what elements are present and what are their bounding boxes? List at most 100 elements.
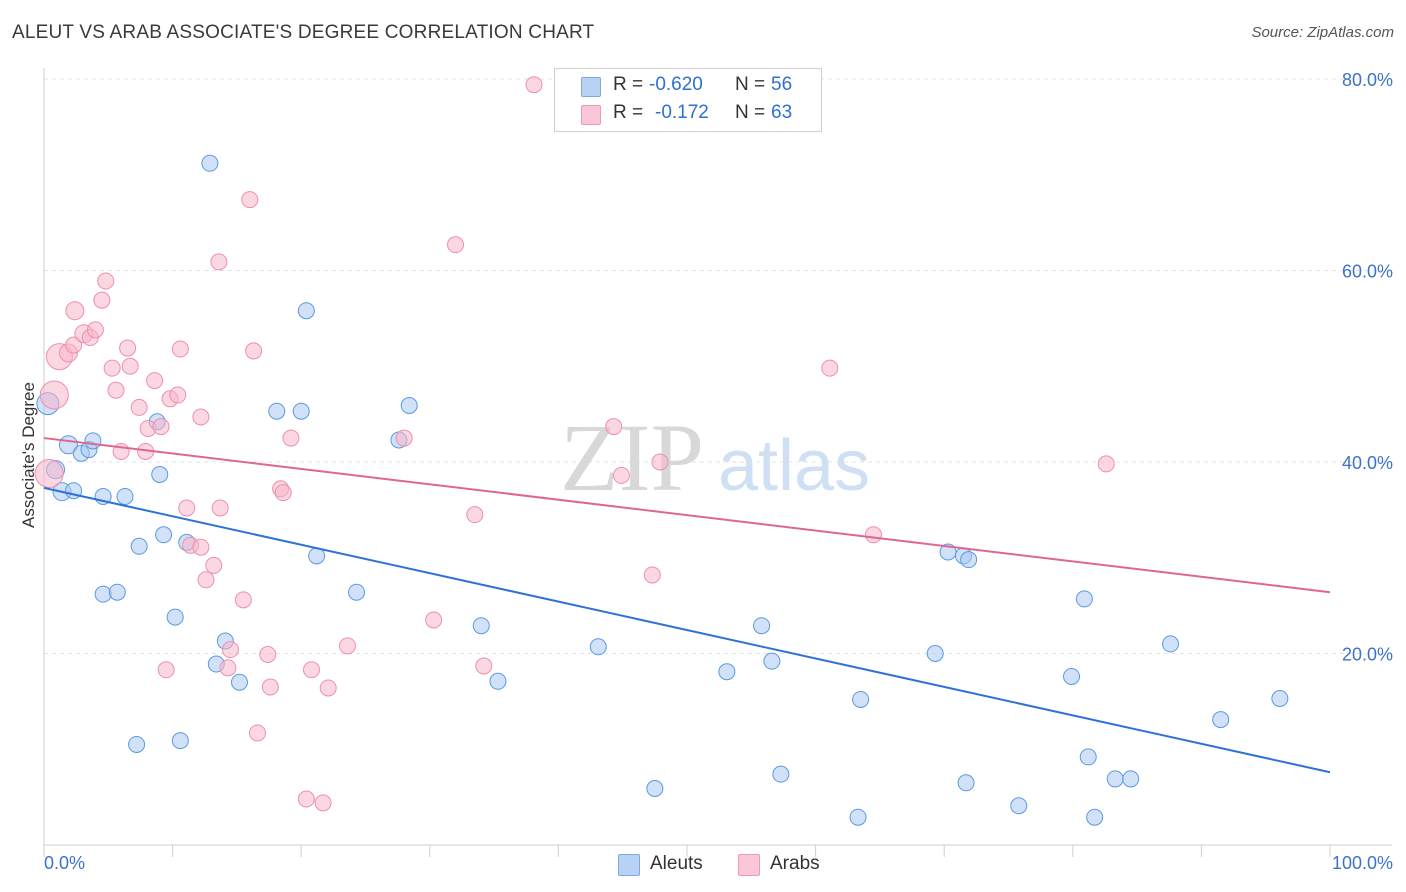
point-arabs-30 <box>205 556 223 574</box>
point-aleuts-46 <box>1010 797 1028 815</box>
point-arabs-53 <box>475 657 493 675</box>
point-aleuts-50 <box>1086 808 1104 826</box>
point-arabs-37 <box>245 342 263 360</box>
point-arabs-36 <box>241 191 259 209</box>
y-axis-label: Associate's Degree <box>19 382 38 528</box>
point-arabs-0 <box>34 458 64 488</box>
chart-title: ALEUT VS ARAB ASSOCIATE'S DEGREE CORRELA… <box>12 22 595 43</box>
point-arabs-15 <box>121 357 139 375</box>
point-arabs-31 <box>210 253 228 271</box>
point-arabs-57 <box>643 566 661 584</box>
point-arabs-1 <box>39 380 69 410</box>
point-aleuts-17 <box>166 608 184 626</box>
point-aleuts-39 <box>852 690 870 708</box>
grid-lines <box>44 78 1392 654</box>
point-arabs-4 <box>65 336 83 354</box>
point-aleuts-52 <box>1122 770 1140 788</box>
trend-line-arabs <box>43 437 1331 594</box>
point-arabs-10 <box>97 272 115 290</box>
point-aleuts-20 <box>201 154 219 172</box>
point-aleuts-26 <box>297 302 315 320</box>
point-aleuts-11 <box>108 583 126 601</box>
legend-swatch-aleuts <box>581 77 601 97</box>
point-arabs-39 <box>259 645 277 663</box>
trend-lines <box>43 437 1331 774</box>
watermark-zip: ZIP <box>560 404 704 511</box>
bottom-legend-swatch-arabs <box>738 854 760 876</box>
point-aleuts-40 <box>849 808 867 826</box>
point-arabs-50 <box>425 611 443 629</box>
point-aleuts-54 <box>1212 711 1230 729</box>
point-arabs-16 <box>130 398 148 416</box>
legend-r-label: R = <box>613 74 644 95</box>
data-points <box>34 76 1289 826</box>
point-arabs-51 <box>447 236 465 254</box>
y-tick-label-1: 40.0% <box>1342 453 1393 473</box>
point-aleuts-36 <box>753 617 771 635</box>
point-aleuts-15 <box>151 465 169 483</box>
point-aleuts-9 <box>116 487 134 505</box>
point-arabs-43 <box>282 429 300 447</box>
point-arabs-58 <box>651 453 669 471</box>
point-arabs-23 <box>169 386 187 404</box>
bottom-legend-label-arabs: Arabs <box>770 853 820 874</box>
point-aleuts-31 <box>472 617 490 635</box>
point-arabs-20 <box>152 418 170 436</box>
point-aleuts-45 <box>957 774 975 792</box>
point-aleuts-30 <box>400 397 418 415</box>
point-aleuts-7 <box>84 432 102 450</box>
point-arabs-42 <box>274 484 292 502</box>
point-arabs-11 <box>103 359 121 377</box>
legend-n-value: 63 <box>771 102 793 123</box>
point-arabs-47 <box>319 679 337 697</box>
point-aleuts-18 <box>171 732 189 750</box>
point-arabs-12 <box>107 381 125 399</box>
point-arabs-24 <box>171 340 189 358</box>
point-arabs-46 <box>314 794 332 812</box>
trend-line-aleuts <box>43 486 1331 774</box>
point-aleuts-48 <box>1075 590 1093 608</box>
point-arabs-32 <box>211 499 229 517</box>
x-tick-label-1: 100.0% <box>1332 853 1393 873</box>
point-aleuts-34 <box>646 780 664 798</box>
legend-swatch-arabs <box>581 105 601 125</box>
bottom-legend-swatch-aleuts <box>618 854 640 876</box>
point-aleuts-32 <box>489 672 507 690</box>
point-arabs-5 <box>65 301 85 321</box>
point-arabs-29 <box>192 408 210 426</box>
point-aleuts-10 <box>94 585 112 603</box>
source-label: Source: ZipAtlas.com <box>1251 24 1394 41</box>
point-arabs-19 <box>146 372 164 390</box>
point-aleuts-47 <box>1063 667 1081 685</box>
point-arabs-54 <box>525 76 543 94</box>
point-arabs-44 <box>297 790 315 808</box>
point-aleuts-23 <box>230 673 248 691</box>
point-arabs-35 <box>234 591 252 609</box>
point-arabs-56 <box>612 466 630 484</box>
point-aleuts-53 <box>1162 635 1180 653</box>
point-aleuts-12 <box>128 735 146 753</box>
point-arabs-34 <box>221 641 239 659</box>
point-arabs-40 <box>261 678 279 696</box>
y-tick-label-2: 60.0% <box>1342 262 1393 282</box>
tick-labels: 20.0% 40.0% 60.0% 80.0% 0.0% 100.0% <box>44 70 1393 873</box>
point-arabs-33 <box>219 659 237 677</box>
point-arabs-25 <box>178 499 196 517</box>
point-arabs-45 <box>302 661 320 679</box>
legend-n-label: N = <box>735 102 766 123</box>
legend-r-label: R = <box>613 102 644 123</box>
point-arabs-49 <box>395 429 413 447</box>
point-aleuts-55 <box>1271 690 1289 708</box>
point-aleuts-51 <box>1106 770 1124 788</box>
point-aleuts-44 <box>960 551 978 569</box>
point-arabs-60 <box>864 526 882 544</box>
y-tick-label-3: 80.0% <box>1342 70 1393 90</box>
point-aleuts-49 <box>1079 748 1097 766</box>
point-aleuts-25 <box>292 402 310 420</box>
point-aleuts-24 <box>268 402 286 420</box>
point-aleuts-16 <box>155 526 173 544</box>
point-arabs-14 <box>119 339 137 357</box>
point-aleuts-35 <box>718 663 736 681</box>
x-tick-label-0: 0.0% <box>44 853 85 873</box>
